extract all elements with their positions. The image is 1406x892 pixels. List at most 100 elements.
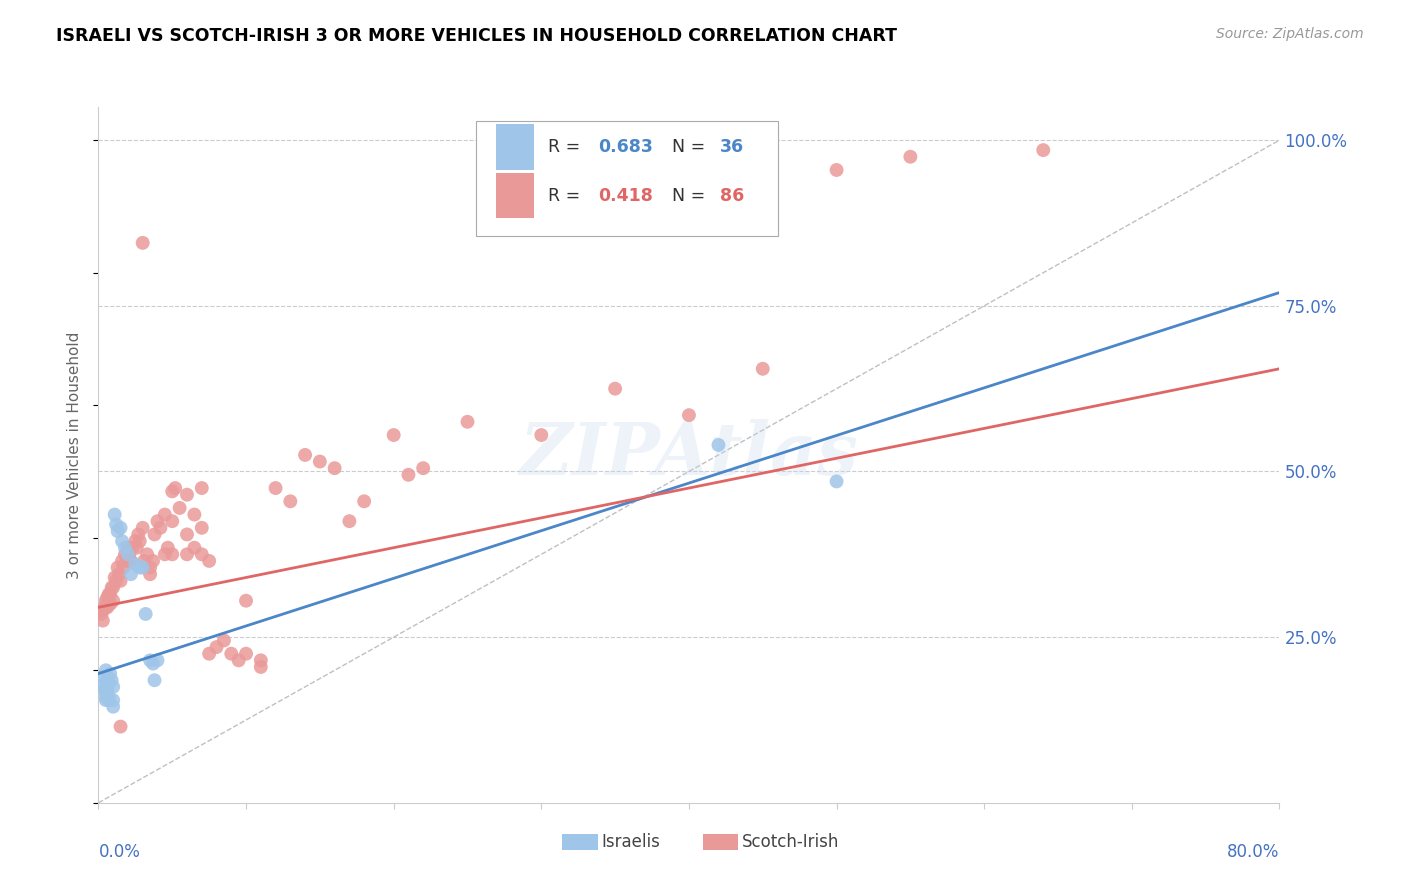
Point xyxy=(382,428,405,442)
Point xyxy=(97,593,120,607)
Text: R =: R = xyxy=(548,138,586,156)
Point xyxy=(142,554,165,568)
Point xyxy=(96,683,118,698)
Point xyxy=(235,647,257,661)
Point xyxy=(825,475,848,489)
Point xyxy=(278,494,302,508)
Point xyxy=(156,541,179,555)
Point xyxy=(219,647,242,661)
Point xyxy=(110,720,132,734)
Point xyxy=(90,607,112,621)
Point xyxy=(100,581,122,595)
Point xyxy=(191,547,214,561)
Text: ISRAELI VS SCOTCH-IRISH 3 OR MORE VEHICLES IN HOUSEHOLD CORRELATION CHART: ISRAELI VS SCOTCH-IRISH 3 OR MORE VEHICL… xyxy=(56,27,897,45)
Point xyxy=(107,524,129,538)
Point xyxy=(153,508,176,522)
Text: N =: N = xyxy=(672,186,711,205)
Point xyxy=(104,570,127,584)
Point xyxy=(142,657,165,671)
Point xyxy=(530,428,553,442)
Point xyxy=(134,554,156,568)
Text: 0.683: 0.683 xyxy=(598,138,652,156)
Text: 0.418: 0.418 xyxy=(598,186,652,205)
Point xyxy=(339,514,360,528)
Point xyxy=(111,554,134,568)
Point xyxy=(94,683,117,698)
Point xyxy=(93,600,115,615)
Point xyxy=(105,517,128,532)
Point xyxy=(153,547,176,561)
Point xyxy=(97,676,120,690)
Point xyxy=(128,560,150,574)
Point xyxy=(143,673,166,688)
Point xyxy=(176,488,198,502)
Point xyxy=(309,454,332,468)
Point xyxy=(125,541,148,555)
Point xyxy=(120,567,142,582)
Point xyxy=(110,521,132,535)
Point xyxy=(120,554,142,568)
Text: R =: R = xyxy=(548,186,586,205)
Point xyxy=(108,567,131,582)
Bar xyxy=(496,173,534,219)
Point xyxy=(139,653,162,667)
Point xyxy=(121,541,143,555)
Point xyxy=(104,508,127,522)
Point xyxy=(98,597,121,611)
FancyBboxPatch shape xyxy=(477,121,778,235)
Point xyxy=(235,593,257,607)
Point xyxy=(96,676,118,690)
Text: Scotch-Irish: Scotch-Irish xyxy=(742,833,839,851)
Point xyxy=(97,693,120,707)
Point xyxy=(169,500,191,515)
Point xyxy=(176,547,198,561)
Point xyxy=(198,647,221,661)
Point xyxy=(183,541,205,555)
Point xyxy=(93,676,115,690)
Point xyxy=(605,382,627,396)
Point xyxy=(128,534,150,549)
Point xyxy=(124,534,146,549)
Point xyxy=(103,693,125,707)
Point xyxy=(107,560,129,574)
Point xyxy=(132,235,155,250)
Point xyxy=(176,527,198,541)
Point xyxy=(103,581,125,595)
Point xyxy=(118,547,141,561)
Point xyxy=(110,574,132,588)
Point xyxy=(94,600,117,615)
Text: 0.0%: 0.0% xyxy=(98,843,141,861)
Text: 86: 86 xyxy=(720,186,744,205)
Point xyxy=(103,593,125,607)
Text: ZIPAtlas: ZIPAtlas xyxy=(520,419,858,491)
Point xyxy=(751,361,773,376)
Point xyxy=(900,150,922,164)
Point xyxy=(91,670,114,684)
Point xyxy=(94,690,117,704)
Point xyxy=(149,521,172,535)
Point xyxy=(205,640,228,654)
Point xyxy=(94,693,117,707)
Point xyxy=(146,514,169,528)
Point xyxy=(105,574,128,588)
Point xyxy=(678,408,700,422)
Point xyxy=(94,663,117,677)
Point xyxy=(93,683,115,698)
Point xyxy=(96,670,118,684)
Point xyxy=(412,461,434,475)
Point xyxy=(94,593,117,607)
Point xyxy=(707,438,730,452)
Point xyxy=(294,448,316,462)
Point xyxy=(162,547,183,561)
Text: Source: ZipAtlas.com: Source: ZipAtlas.com xyxy=(1216,27,1364,41)
Point xyxy=(165,481,187,495)
Point xyxy=(114,547,136,561)
Point xyxy=(96,591,118,605)
Point xyxy=(136,547,159,561)
Point xyxy=(264,481,287,495)
Point xyxy=(143,527,166,541)
Point xyxy=(191,481,214,495)
Point xyxy=(162,514,183,528)
Point xyxy=(139,560,162,574)
Point xyxy=(135,607,157,621)
